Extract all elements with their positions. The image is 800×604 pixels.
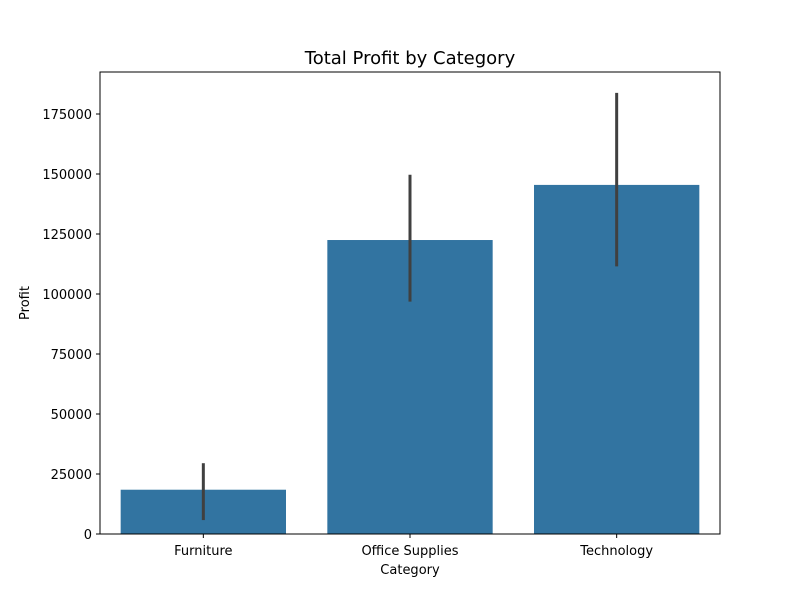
- y-tick-label: 0: [84, 528, 92, 543]
- y-tick-label: 125000: [42, 228, 92, 243]
- x-tick-label: Technology: [579, 544, 653, 559]
- y-tick-label: 150000: [42, 168, 92, 183]
- x-axis-label: Category: [380, 563, 440, 578]
- y-tick-label: 100000: [42, 288, 92, 303]
- y-tick-label: 25000: [51, 468, 92, 483]
- chart-title: Total Profit by Category: [304, 48, 516, 69]
- y-tick-label: 50000: [51, 408, 92, 423]
- x-axis: Furniture Office Supplies Technology: [174, 534, 653, 559]
- plot-area: [120, 92, 700, 534]
- y-axis-label: Profit: [18, 286, 33, 320]
- x-tick-label: Furniture: [174, 544, 232, 559]
- y-tick-label: 75000: [51, 348, 92, 363]
- x-tick-label: Office Supplies: [361, 544, 458, 559]
- y-tick-label: 175000: [42, 108, 92, 123]
- y-axis: 0 25000 50000 75000 100000 125000 150000 175000: [42, 108, 100, 543]
